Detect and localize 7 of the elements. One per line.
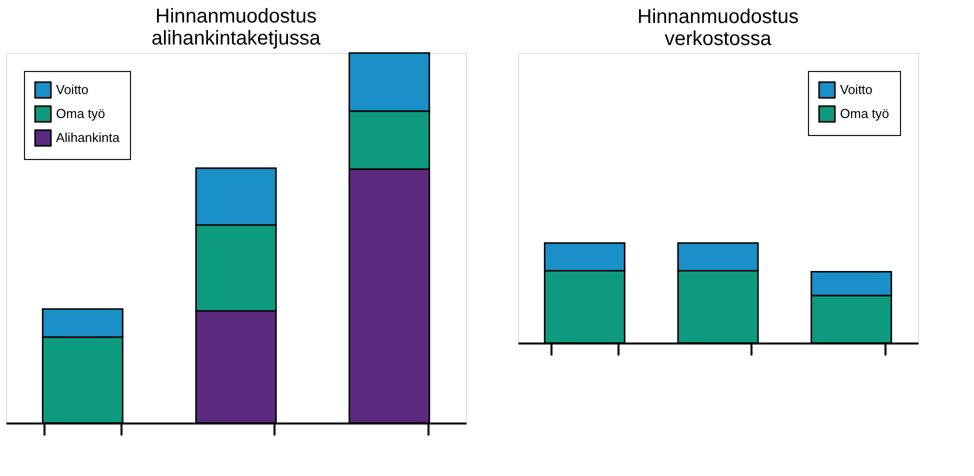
legend-label: Oma työ xyxy=(56,106,106,121)
chart-title: Hinnanmuodostus verkostossa xyxy=(637,6,799,50)
legend-label: Voitto xyxy=(840,82,873,97)
chart-title: Hinnanmuodostus alihankintaketjussa xyxy=(152,5,322,50)
legend-label: Voitto xyxy=(56,82,89,97)
legend-label: Alihankinta xyxy=(56,130,120,145)
legend-label: Oma työ xyxy=(840,106,890,121)
